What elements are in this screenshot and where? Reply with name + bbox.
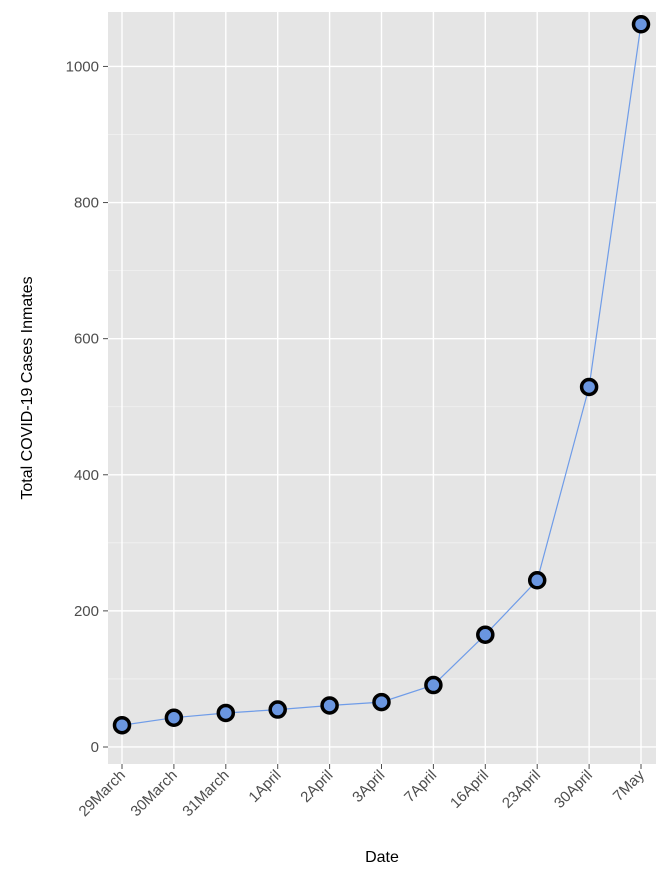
y-axis-ticks: 0 200 400 600 800 1000 — [66, 58, 108, 756]
x-tick-label: 16April — [447, 767, 492, 812]
data-point — [424, 675, 443, 695]
x-tick-label: 23April — [499, 767, 544, 812]
x-tick-label: 30April — [551, 767, 596, 812]
data-point — [216, 703, 236, 723]
x-tick-label: 30March — [127, 767, 180, 820]
data-point — [527, 571, 547, 590]
y-axis-title: Total COVID-19 Cases Inmates — [19, 276, 36, 499]
x-tick-label: 1April — [245, 767, 284, 806]
x-axis-title: Date — [365, 849, 399, 866]
data-point — [164, 708, 184, 727]
data-point — [372, 692, 391, 712]
y-tick-label: 0 — [91, 739, 99, 756]
y-tick-label: 1000 — [66, 58, 99, 75]
data-point — [631, 14, 651, 34]
x-tick-label: 2April — [297, 767, 336, 806]
y-tick-label: 200 — [74, 603, 99, 620]
data-points — [112, 14, 651, 735]
y-tick-label: 600 — [74, 331, 99, 348]
data-point — [579, 377, 599, 397]
data-point — [320, 696, 339, 715]
data-point — [112, 715, 132, 735]
data-point — [476, 625, 495, 644]
data-point — [268, 700, 287, 719]
x-tick-label: 29March — [76, 767, 129, 820]
y-tick-label: 800 — [74, 195, 99, 212]
x-tick-label: 7April — [401, 767, 440, 806]
y-tick-label: 400 — [74, 467, 99, 484]
x-tick-label: 31March — [179, 767, 232, 820]
x-tick-label: 3April — [349, 767, 388, 806]
x-tick-label: 7May — [610, 766, 648, 804]
